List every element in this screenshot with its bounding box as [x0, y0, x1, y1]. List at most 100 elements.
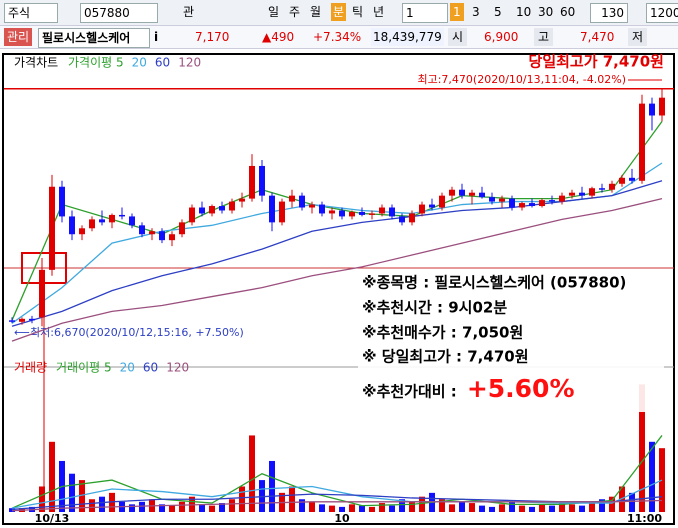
candle-body: [109, 214, 115, 223]
period-button[interactable]: 년: [373, 5, 385, 19]
volume-bar: [209, 505, 215, 512]
candle-body: [659, 97, 665, 116]
candle-body: [439, 195, 445, 208]
candle-body: [279, 201, 285, 223]
legend-entry: 60: [143, 361, 158, 375]
volume-bar: [169, 505, 175, 512]
candle-body: [49, 186, 55, 270]
low-note: 최저:6,670(2020/10/12,15:16, +7.50%): [30, 326, 244, 339]
legend-entry: 60: [155, 56, 170, 70]
volume-bar: [559, 503, 565, 512]
interval-button[interactable]: 60: [560, 5, 576, 19]
volume-bar: [239, 486, 245, 512]
volume-bar: [49, 441, 55, 512]
volume-bar: [569, 504, 575, 512]
candle-body: [359, 211, 365, 215]
legend-entry: 거래이평 5: [56, 361, 112, 375]
market-select[interactable]: 주식: [4, 3, 58, 23]
candle-body: [469, 192, 475, 196]
volume-bar: [639, 384, 645, 512]
change-pct: +7.34%: [313, 30, 362, 44]
volume-bar: [419, 496, 425, 512]
return-label: ※추천가대비 :: [362, 383, 457, 401]
price: 7,170: [195, 30, 230, 44]
volume-bar: [439, 499, 445, 512]
interval-button[interactable]: 1: [450, 3, 464, 21]
candle-body: [419, 204, 425, 214]
interval-button[interactable]: 5: [494, 5, 502, 19]
moving-average: [11, 197, 663, 342]
volume-bar: [649, 441, 655, 512]
candle-body: [199, 207, 205, 214]
high-annotation: 당일최고가 7,470원: [529, 53, 664, 71]
candle-body: [479, 192, 485, 198]
extra-input[interactable]: 1200: [646, 3, 678, 23]
candle-body: [599, 188, 605, 190]
candle-body: [589, 188, 595, 196]
volume-bar: [39, 486, 45, 512]
volume-bar: [349, 504, 355, 512]
legend-title: 가격차트: [14, 56, 58, 70]
candle-body: [559, 195, 565, 202]
candle-body: [379, 207, 385, 214]
high: 7,470: [580, 30, 615, 44]
open-label: 시: [448, 28, 468, 46]
count-input[interactable]: 130: [590, 3, 628, 23]
recommendation-line: ※추천매수가 : 7,050원: [362, 324, 523, 342]
chart: ⟵ 당일최고가 7,470원 최고:7,470(2020/10/13,11:04…: [2, 53, 675, 525]
moving-average: [11, 499, 663, 512]
volume-bar: [599, 499, 605, 512]
legend-title: 거래량: [14, 361, 47, 375]
candle-body: [499, 198, 505, 202]
interval-button[interactable]: 3: [472, 5, 480, 19]
volume-bar: [249, 435, 255, 512]
period-button[interactable]: 분: [331, 3, 347, 21]
candle-body: [339, 210, 345, 217]
interval-button[interactable]: 10: [516, 5, 532, 19]
button[interactable]: 관: [183, 5, 195, 19]
recommendation-box: [358, 270, 664, 412]
period-button[interactable]: 일: [268, 5, 280, 19]
x-tick-label: 10/13: [35, 512, 70, 525]
interval-select[interactable]: 1: [402, 3, 448, 23]
moving-average: [11, 162, 663, 324]
moving-average: [11, 479, 663, 509]
candle-body: [649, 103, 655, 116]
candle-body: [219, 206, 225, 211]
candle-body: [229, 201, 235, 211]
legend-entry: 가격이평 5: [68, 56, 124, 70]
candle-body: [329, 210, 335, 214]
volume-bar: [399, 499, 405, 512]
candle-body: [99, 219, 105, 223]
candle-body: [619, 177, 625, 184]
candle-body: [79, 228, 85, 235]
volume-bar: [219, 503, 225, 512]
period-button[interactable]: 틱: [352, 5, 364, 19]
period-button[interactable]: 월: [310, 5, 322, 19]
volume-bar: [309, 501, 315, 512]
volume-bar: [369, 506, 375, 512]
volume-bar: [339, 506, 345, 512]
volume-bar: [359, 505, 365, 512]
candle-body: [489, 197, 495, 202]
volume-bar: [469, 503, 475, 512]
candle-body: [409, 213, 415, 223]
volume-bar: [529, 506, 535, 512]
info-button[interactable]: i: [154, 30, 159, 44]
volume-bar: [609, 496, 615, 512]
interval-button[interactable]: 30: [538, 5, 554, 19]
candle-body: [249, 165, 255, 199]
volume-bar: [459, 501, 465, 512]
code-input[interactable]: 057880: [80, 3, 158, 23]
stock-name: 필로시스헬스케어: [38, 28, 150, 48]
candle-body: [189, 207, 195, 223]
candle-body: [519, 203, 525, 208]
candle-body: [129, 216, 135, 226]
candle-body: [309, 204, 315, 208]
moving-average: [11, 121, 663, 321]
candle-body: [399, 216, 405, 223]
candle-body: [169, 234, 175, 241]
period-button[interactable]: 주: [289, 5, 301, 19]
x-tick-label: 10: [334, 512, 350, 525]
candle-body: [9, 320, 15, 322]
